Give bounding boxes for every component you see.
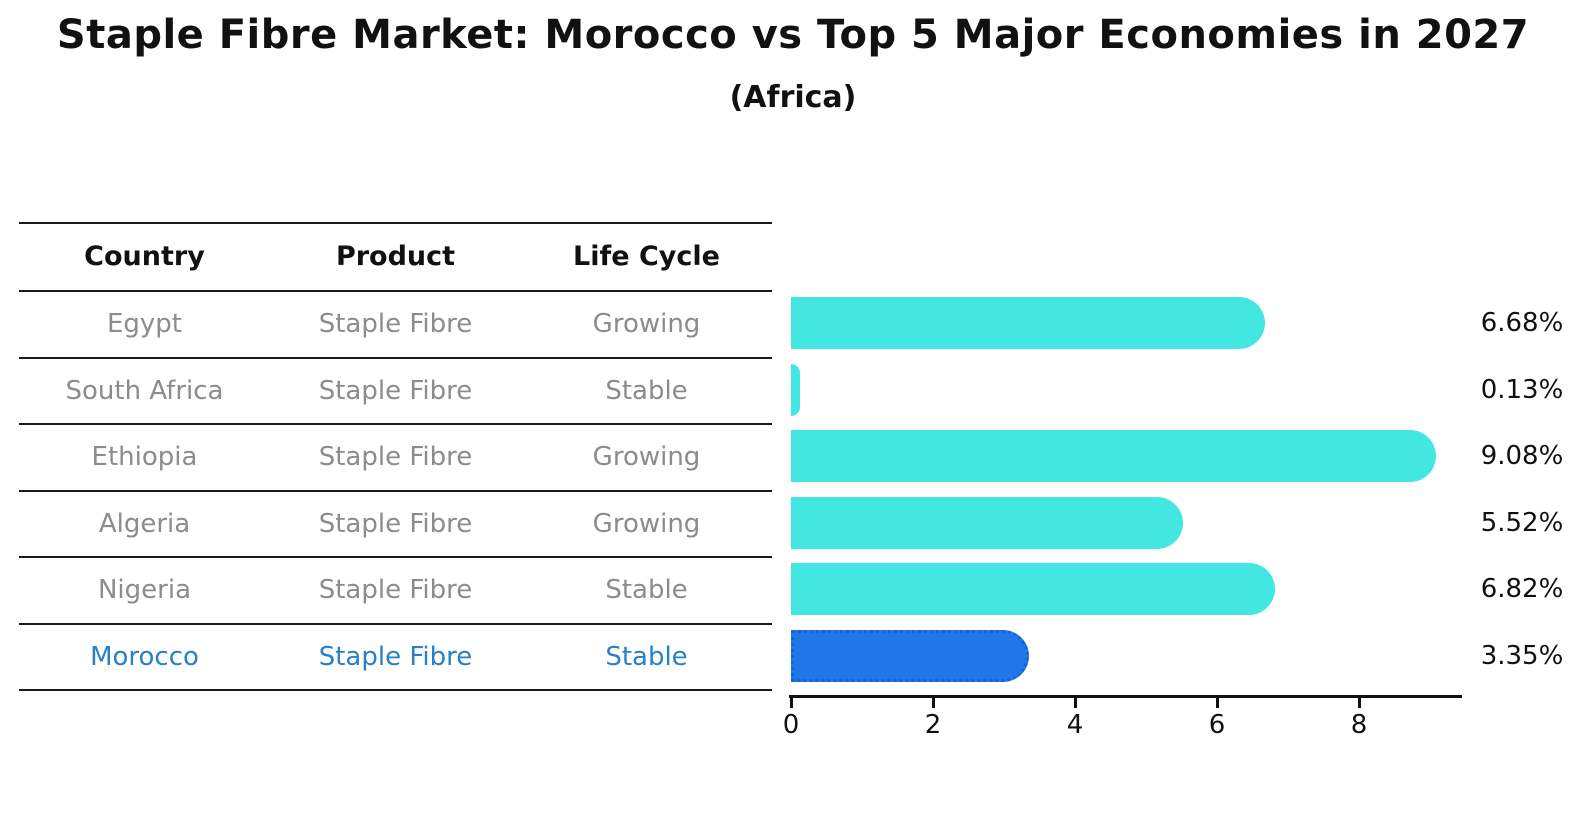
x-axis-tick [1215,698,1219,708]
cell-life-cycle: Stable [605,641,688,672]
cell-country: Egypt [106,309,183,339]
x-axis-tick-label: 2 [924,710,942,740]
value-label-column: 6.68% 0.13% 9.08% 5.52% 6.82% 3.35% [1467,290,1577,689]
chart-subtitle: (Africa) [729,80,857,115]
column-header-country: Country [84,241,205,272]
table-row: Nigeria Staple Fibre Stable [19,558,772,625]
x-axis-tick-label: 8 [1350,710,1368,740]
cell-product: Staple Fibre [318,442,473,472]
bar-row [791,423,1462,490]
cell-product: Staple Fibre [318,375,473,406]
bar-row [791,357,1462,424]
bar-south-africa [791,363,800,416]
table-row: South Africa Staple Fibre Stable [19,359,772,425]
x-axis-tick [1073,698,1077,708]
x-axis-tick [789,698,793,708]
cell-life-cycle: Growing [592,442,701,472]
comparison-table: Country Product Life Cycle Egypt Staple F… [19,222,772,691]
bar-row [791,556,1462,623]
value-label: 6.82% [1480,574,1564,605]
cell-product: Staple Fibre [318,641,473,672]
cell-life-cycle: Stable [605,575,688,605]
value-label: 0.13% [1480,374,1564,405]
cell-country: Morocco [90,641,199,672]
bar-morocco [791,629,1029,682]
cell-product: Staple Fibre [318,508,473,539]
bar-ethiopia [791,430,1436,482]
chart-title: Staple Fibre Market: Morocco vs Top 5 Ma… [56,12,1530,58]
table-header-row: Country Product Life Cycle [19,222,772,292]
x-axis-tick-label: 0 [782,710,800,740]
bar-row [791,623,1462,690]
bar-row [791,490,1462,557]
x-axis-tick [931,698,935,708]
bar-algeria [791,496,1183,549]
table-row: Morocco Staple Fibre Stable [19,625,772,691]
cell-life-cycle: Stable [605,375,688,406]
x-axis-line [789,695,1462,698]
value-label: 6.68% [1480,308,1564,339]
value-label: 5.52% [1480,507,1564,538]
bar-nigeria [791,563,1275,615]
column-header-product: Product [335,241,456,272]
cell-country: Nigeria [97,575,192,605]
table-row: Algeria Staple Fibre Growing [19,492,772,558]
cell-country: South Africa [65,375,224,406]
cell-country: Ethiopia [91,442,198,472]
x-axis-tick [1357,698,1361,708]
cell-product: Staple Fibre [318,575,473,605]
value-label: 9.08% [1480,441,1564,472]
cell-life-cycle: Growing [592,309,701,339]
table-row: Egypt Staple Fibre Growing [19,292,772,359]
x-axis-tick-label: 4 [1066,710,1084,740]
x-axis-tick-label: 6 [1208,710,1226,740]
bar-chart-plot-area [791,290,1462,689]
cell-product: Staple Fibre [318,309,473,339]
cell-country: Algeria [98,508,191,539]
bar-row [791,290,1462,357]
bar-egypt [791,297,1265,349]
column-header-life-cycle: Life Cycle [573,241,720,272]
value-label: 3.35% [1480,640,1564,671]
table-row: Ethiopia Staple Fibre Growing [19,425,772,492]
cell-life-cycle: Growing [592,508,701,539]
